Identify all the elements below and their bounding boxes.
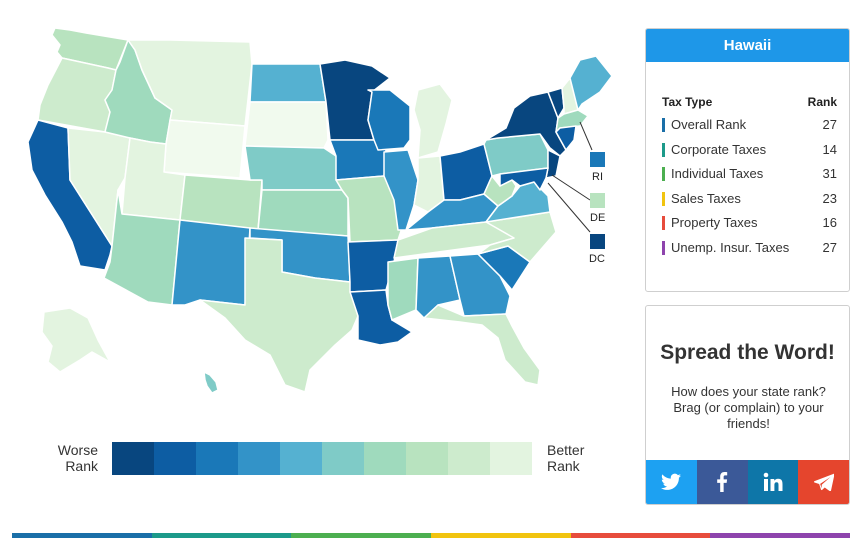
state-info-panel: Hawaii Tax Type Rank Overall Rank 27 Corpo… <box>645 28 850 292</box>
tax-type-label: Property Taxes <box>671 215 758 230</box>
state-dc-label: DC <box>589 253 605 265</box>
tax-color-bar <box>662 240 665 255</box>
share-buttons <box>646 460 849 504</box>
legend-swatch-9 <box>448 442 490 475</box>
tax-rank-value: 27 <box>822 239 837 255</box>
state-de-swatch[interactable] <box>590 193 605 208</box>
tax-type-label: Individual Taxes <box>671 166 764 181</box>
share-text: How does your state rank? Brag (or compl… <box>671 384 826 431</box>
state-dc-swatch[interactable] <box>590 234 605 249</box>
state-ak[interactable] <box>41 307 111 373</box>
bottom-strip-segment <box>431 533 571 538</box>
legend-swatch-5 <box>280 442 322 475</box>
state-ms[interactable] <box>387 257 419 321</box>
state-wv[interactable] <box>483 175 517 207</box>
tax-color-bar <box>662 216 665 230</box>
tax-color-bar <box>662 118 665 132</box>
legend-swatch-4 <box>238 442 280 475</box>
bottom-strip-segment <box>151 533 292 538</box>
tax-rank-row: Property Taxes 16 <box>662 215 837 240</box>
send-icon <box>813 473 834 491</box>
facebook-icon <box>717 472 728 492</box>
legend-swatch-2 <box>154 442 196 475</box>
tax-rank-row: Unemp. Insur. Taxes 27 <box>662 240 837 265</box>
legend-swatch-10 <box>490 442 532 475</box>
state-mi[interactable] <box>413 83 453 159</box>
state-nj[interactable] <box>545 149 561 179</box>
tax-type-label: Overall Rank <box>671 117 747 132</box>
legend-swatch-1 <box>112 442 154 475</box>
legend-swatch-8 <box>406 442 448 475</box>
map-legend: Worse Rank Better Rank <box>40 440 620 480</box>
tax-rank-row: Individual Taxes 31 <box>662 166 837 191</box>
tax-rank-value: 23 <box>822 190 837 206</box>
state-ct[interactable] <box>555 125 577 151</box>
bottom-strip-segment <box>710 533 851 538</box>
col-rank: Rank <box>807 95 837 109</box>
tax-rank-row: Overall Rank 27 <box>662 117 837 142</box>
linkedin-icon <box>763 472 783 491</box>
twitter-share-button[interactable] <box>646 460 697 504</box>
tax-rank-row: Corporate Taxes 14 <box>662 142 837 167</box>
state-ks[interactable] <box>257 189 349 237</box>
tax-rank-value: 27 <box>822 117 837 132</box>
tax-type-label: Sales Taxes <box>671 190 741 206</box>
tax-rank-value: 31 <box>822 166 837 181</box>
state-ri-swatch[interactable] <box>590 152 605 167</box>
twitter-icon <box>661 473 682 490</box>
share-title: Spread the Word! <box>660 341 835 364</box>
state-oh[interactable] <box>439 143 493 201</box>
tax-color-bar <box>662 191 665 206</box>
share-panel: Spread the Word! How does your state ran… <box>645 305 850 505</box>
state-md[interactable] <box>499 167 549 191</box>
state-info-title: Hawaii <box>646 29 849 62</box>
linkedin-share-button[interactable] <box>747 460 799 504</box>
state-fl[interactable] <box>423 304 541 386</box>
bottom-strip-segment <box>570 533 711 538</box>
tax-type-label: Unemp. Insur. Taxes <box>671 239 790 255</box>
state-wy[interactable] <box>163 119 246 179</box>
state-sd[interactable] <box>244 101 329 149</box>
tax-rank-value: 16 <box>822 215 837 230</box>
state-hi[interactable] <box>203 371 219 394</box>
bottom-color-strip <box>12 533 851 538</box>
legend-color-scale <box>112 442 532 475</box>
legend-swatch-7 <box>364 442 406 475</box>
tax-rank-header: Tax Type Rank <box>662 95 837 109</box>
bottom-strip-segment <box>12 533 152 538</box>
tax-rank-row: Sales Taxes 23 <box>662 191 837 216</box>
us-map: RI DE DC <box>27 27 613 394</box>
col-tax-type: Tax Type <box>662 95 713 109</box>
bottom-strip-segment <box>291 533 432 538</box>
tax-color-bar <box>662 167 665 181</box>
legend-better-label: Better Rank <box>547 442 585 474</box>
state-nm[interactable] <box>171 219 251 306</box>
tax-rank-value: 14 <box>822 141 837 157</box>
facebook-share-button[interactable] <box>696 460 748 504</box>
legend-worse-label: Worse Rank <box>57 442 98 474</box>
state-wi[interactable] <box>367 89 411 151</box>
us-map-svg: RI DE DC <box>27 27 613 394</box>
state-la[interactable] <box>349 289 413 346</box>
tax-type-label: Corporate Taxes <box>671 141 767 157</box>
state-ri-label: RI <box>592 171 603 183</box>
state-de-label: DE <box>590 212 605 224</box>
legend-swatch-3 <box>196 442 238 475</box>
state-or[interactable] <box>37 57 117 133</box>
tax-color-bar <box>662 142 665 157</box>
state-nd[interactable] <box>249 63 327 103</box>
tax-rank-table: Tax Type Rank Overall Rank 27 Corporate Ta… <box>662 95 837 264</box>
state-tx[interactable] <box>199 237 359 393</box>
state-nc[interactable] <box>477 211 557 263</box>
telegram-share-button[interactable] <box>798 460 849 504</box>
legend-swatch-6 <box>322 442 364 475</box>
state-me[interactable] <box>569 55 613 111</box>
